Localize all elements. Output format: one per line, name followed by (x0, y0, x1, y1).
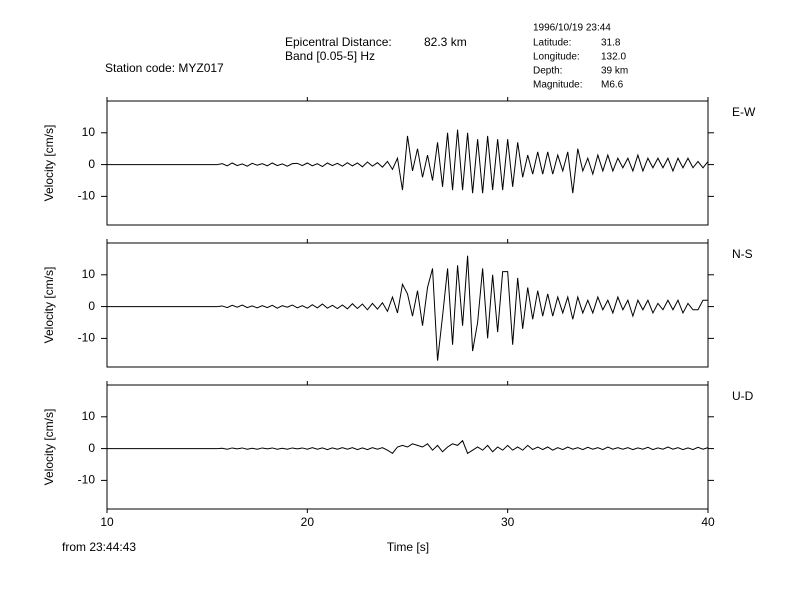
distance-label: Epicentral Distance: (285, 35, 392, 49)
y-axis-label: Velocity [cm/s] (42, 267, 56, 344)
info-label: Latitude: (533, 38, 571, 49)
panel-frame (106, 242, 709, 368)
waveform (217, 439, 709, 455)
channel-label: U-D (732, 389, 754, 403)
y-tick-label: 10 (82, 267, 96, 281)
y-tick-label: 10 (82, 125, 96, 139)
waveform (217, 255, 708, 361)
station-code: Station code: MYZ017 (105, 61, 224, 75)
y-tick-label: -10 (78, 189, 96, 203)
event-datetime: 1996/10/19 23:44 (533, 23, 611, 34)
info-value: M6.6 (601, 80, 624, 91)
info-value: 132.0 (601, 52, 626, 63)
info-label: Longitude: (533, 52, 580, 63)
y-tick-label: -10 (78, 473, 96, 487)
channel-label: N-S (732, 247, 753, 261)
panel-frame (106, 384, 709, 510)
y-axis-label: Velocity [cm/s] (42, 125, 56, 202)
x-tick-label: 10 (100, 515, 114, 529)
band: Band [0.05-5] Hz (285, 49, 375, 63)
y-tick-label: -10 (78, 331, 96, 345)
y-tick-label: 10 (82, 409, 96, 423)
x-tick-label: 30 (501, 515, 515, 529)
x-tick-label: 20 (301, 515, 315, 529)
info-label: Magnitude: (533, 80, 582, 91)
distance-value: 82.3 km (424, 35, 467, 49)
y-tick-label: 0 (88, 157, 95, 171)
info-label: Depth: (533, 66, 562, 77)
start-time: from 23:44:43 (62, 540, 136, 554)
x-axis-label: Time [s] (387, 540, 429, 554)
y-axis-label: Velocity [cm/s] (42, 409, 56, 486)
channel-label: E-W (732, 105, 756, 119)
x-tick-label: 40 (701, 515, 715, 529)
y-tick-label: 0 (88, 441, 95, 455)
y-tick-label: 0 (88, 299, 95, 313)
info-value: 31.8 (601, 38, 621, 49)
info-value: 39 km (601, 66, 628, 77)
panel-frame (106, 100, 709, 226)
waveform (217, 129, 709, 194)
